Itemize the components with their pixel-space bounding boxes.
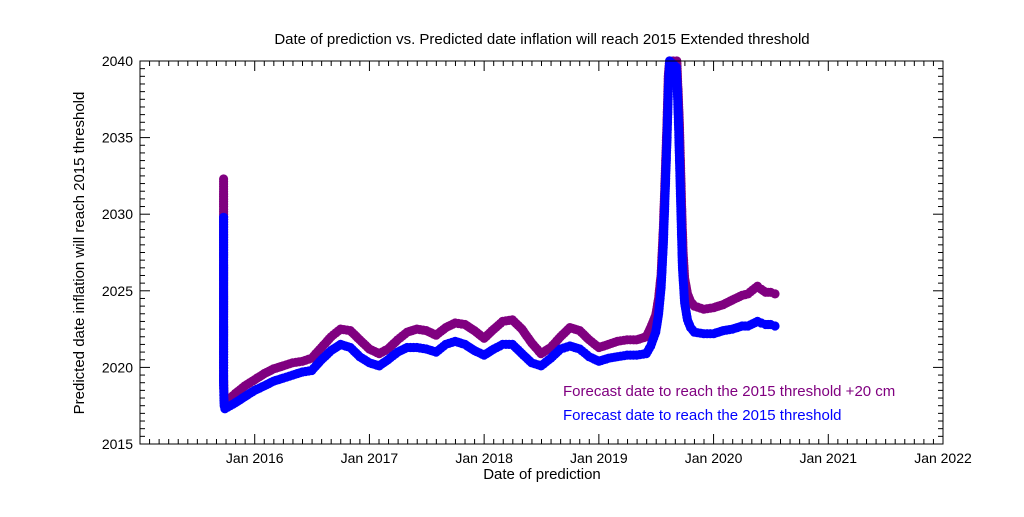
chart-title: Date of prediction vs. Predicted date in… <box>274 31 809 48</box>
y-tick-label: 2025 <box>102 283 133 299</box>
series-1 <box>219 56 780 414</box>
plot-frame <box>139 60 944 445</box>
x-tick-label: Jan 2020 <box>685 450 743 466</box>
x-tick-label: Jan 2021 <box>799 450 857 466</box>
y-tick-label: 2015 <box>102 436 133 452</box>
x-tick-label: Jan 2016 <box>226 450 284 466</box>
y-tick-label: 2040 <box>102 53 133 69</box>
x-tick-label: Jan 2018 <box>455 450 513 466</box>
y-tick-label: 2020 <box>102 359 133 375</box>
x-tick-label: Jan 2019 <box>570 450 628 466</box>
y-tick-label: 2035 <box>102 130 133 146</box>
x-tick-label: Jan 2022 <box>914 450 972 466</box>
legend-entry-plus-20cm: Forecast date to reach the 2015 threshol… <box>563 383 895 400</box>
y-tick-label: 2030 <box>102 206 133 222</box>
legend-entry-2015-threshold: Forecast date to reach the 2015 threshol… <box>563 407 842 424</box>
x-axis-label: Date of prediction <box>483 466 601 483</box>
series-0 <box>219 56 780 408</box>
data-point <box>770 289 780 299</box>
y-axis-label: Predicted date inflation will reach 2015… <box>71 92 88 415</box>
x-tick-label: Jan 2017 <box>341 450 399 466</box>
data-points <box>219 56 780 414</box>
data-point <box>770 321 780 331</box>
axis-ticks: 2015 2020 2025 2030 2035 2040 Jan 2016 Jan 2017… <box>102 53 972 466</box>
